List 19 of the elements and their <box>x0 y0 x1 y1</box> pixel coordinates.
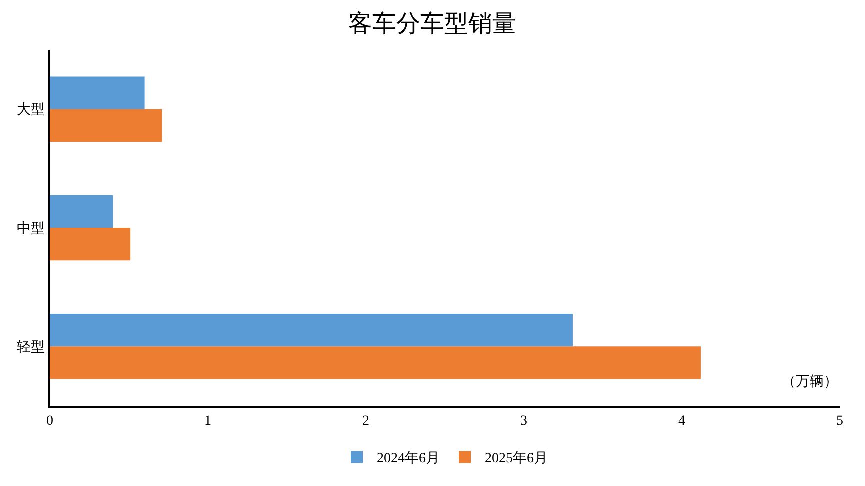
bar <box>50 109 162 142</box>
x-tick-label: 5 <box>836 414 844 429</box>
x-tick-label: 3 <box>520 414 528 429</box>
bar <box>50 346 701 380</box>
legend-label: 2024年6月 <box>377 450 440 467</box>
bar <box>50 314 573 347</box>
annotation: （万辆） <box>782 374 838 390</box>
x-tick-label: 2 <box>362 414 370 429</box>
x-tick-label: 1 <box>204 414 212 429</box>
chart-title: 客车分车型销量 <box>348 10 516 38</box>
x-tick-label: 4 <box>678 414 686 429</box>
bar <box>50 228 131 261</box>
y-tick-label: 轻型 <box>17 340 46 356</box>
legend-label: 2025年6月 <box>485 450 548 467</box>
bar <box>50 195 114 228</box>
y-tick-label: 中型 <box>17 220 46 237</box>
bar <box>50 76 145 110</box>
x-tick-label: 0 <box>46 414 54 429</box>
y-tick-label: 大型 <box>17 102 46 118</box>
